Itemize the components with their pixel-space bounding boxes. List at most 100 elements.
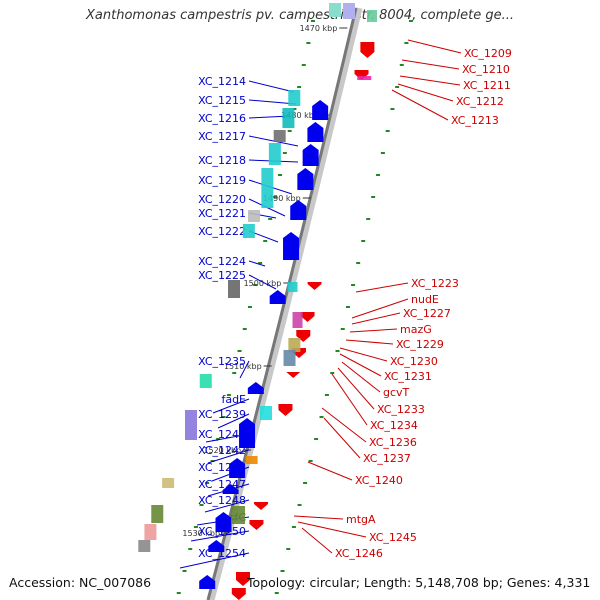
track-dot-left [237, 350, 242, 352]
gene-label-right: XC_1233 [377, 403, 425, 416]
gene-label-right: XC_1240 [355, 474, 403, 487]
gene-label-right: mtgA [346, 513, 376, 526]
gene-function-block [261, 168, 274, 208]
kbp-tick-label: 1490 kbp [263, 194, 301, 203]
gene-leader-line [297, 521, 367, 538]
plus-strand-gene [222, 484, 239, 494]
track-dot-left [205, 482, 210, 484]
gene-label-left: XC_1239 [198, 408, 246, 421]
gene-leader-line [399, 75, 461, 86]
gene-label-left: XC_1241 [198, 428, 246, 441]
plus-strand-gene [215, 512, 232, 532]
minus-strand-gene [307, 282, 322, 290]
minus-strand-gene [278, 404, 293, 416]
gene-label-right: XC_1245 [369, 531, 417, 544]
track-dot-left [210, 460, 215, 462]
track-dot-right [361, 240, 366, 242]
gene-function-block [185, 410, 197, 440]
gene-label-right: XC_1212 [456, 95, 504, 108]
gene-leader-line [323, 417, 361, 459]
minus-strand-gene [235, 572, 250, 586]
track-dot-right [291, 526, 296, 528]
kbp-tick-label: 1520 kbp [203, 446, 241, 455]
gene-function-block [282, 108, 295, 128]
track-dot-left [268, 218, 273, 220]
plus-strand-gene [229, 458, 246, 478]
gene-label-left: XC_1217 [198, 130, 246, 143]
gene-function-block [273, 130, 286, 142]
track-dot-right [286, 548, 291, 550]
gene-leader-line [204, 499, 250, 513]
track-dot-left [188, 548, 193, 550]
track-dot-right [308, 460, 313, 462]
gene-label-left: XC_1225 [198, 269, 246, 282]
gene-label-right: XC_1230 [390, 355, 438, 368]
gene-function-block [283, 350, 296, 366]
gene-function-block [288, 90, 301, 106]
gene-label-left: XC_1221 [198, 207, 246, 220]
plus-strand-gene [297, 168, 314, 190]
gene-function-block [268, 143, 281, 165]
plus-strand-gene [307, 122, 324, 142]
plus-strand-gene [247, 382, 264, 394]
track-dot-right [371, 196, 376, 198]
gene-leader-line [351, 298, 409, 319]
gene-leader-line [339, 347, 388, 362]
track-dot-left [258, 262, 263, 264]
gene-label-right: XC_1209 [464, 47, 512, 60]
gene-function-block [199, 374, 212, 388]
track-dot-right [303, 482, 308, 484]
gene-function-block [231, 506, 246, 524]
track-dot-right [351, 284, 356, 286]
gene-leader-line [339, 353, 382, 377]
minus-strand-gene [300, 312, 315, 322]
gene-leader-line [331, 373, 368, 426]
gene-label-right: XC_1223 [411, 277, 459, 290]
gene-leader-line [239, 360, 250, 379]
gene-leader-line [351, 312, 401, 325]
gene-block [343, 3, 355, 19]
gene-function-block [138, 540, 151, 552]
gene-function-block [259, 406, 272, 420]
minus-strand-gene [360, 42, 375, 58]
gene-label-right: XC_1229 [396, 338, 444, 351]
track-dot-left [263, 240, 268, 242]
gene-label-left: fadE [221, 393, 246, 406]
minus-strand-gene [249, 520, 264, 530]
gene-label-left: XC_1224 [198, 255, 246, 268]
gene-function-block [367, 10, 377, 22]
plus-strand-gene [239, 418, 256, 448]
gene-leader-line [190, 530, 250, 542]
gene-function-block [245, 456, 258, 464]
gene-label-right: XC_1234 [370, 419, 418, 432]
gene-leader-line [355, 282, 409, 293]
gene-label-left: XC_1219 [198, 174, 246, 187]
gene-label-left: XC_1220 [198, 193, 246, 206]
gene-leader-line [207, 449, 250, 464]
gene-label-left: XC_1235 [198, 355, 246, 368]
track-dot-left [247, 306, 252, 308]
gene-function-block [248, 210, 260, 222]
track-dot-right [366, 218, 371, 220]
plus-strand-gene [312, 100, 329, 120]
track-dot-left [199, 504, 204, 506]
gene-label-right: XC_1213 [451, 114, 499, 127]
track-dot-left [221, 416, 226, 418]
minus-strand-gene [286, 372, 301, 378]
gene-leader-line [401, 59, 460, 70]
plus-strand-gene [208, 540, 225, 552]
gene-leader-line [407, 39, 462, 54]
gene-leader-line [293, 515, 344, 520]
kbp-tick-label: 1500 kbp [244, 279, 282, 288]
track-dot-right [335, 350, 340, 352]
track-dot-right [314, 438, 319, 440]
track-dot-left [310, 20, 315, 22]
kbp-tick-label: 1470 kbp [300, 24, 338, 33]
plus-strand-gene [269, 290, 286, 304]
plus-strand-gene [302, 144, 319, 166]
track-dot-left [278, 174, 283, 176]
track-dot-right [319, 416, 324, 418]
track-dot-left [297, 86, 302, 88]
track-dot-left [232, 372, 237, 374]
